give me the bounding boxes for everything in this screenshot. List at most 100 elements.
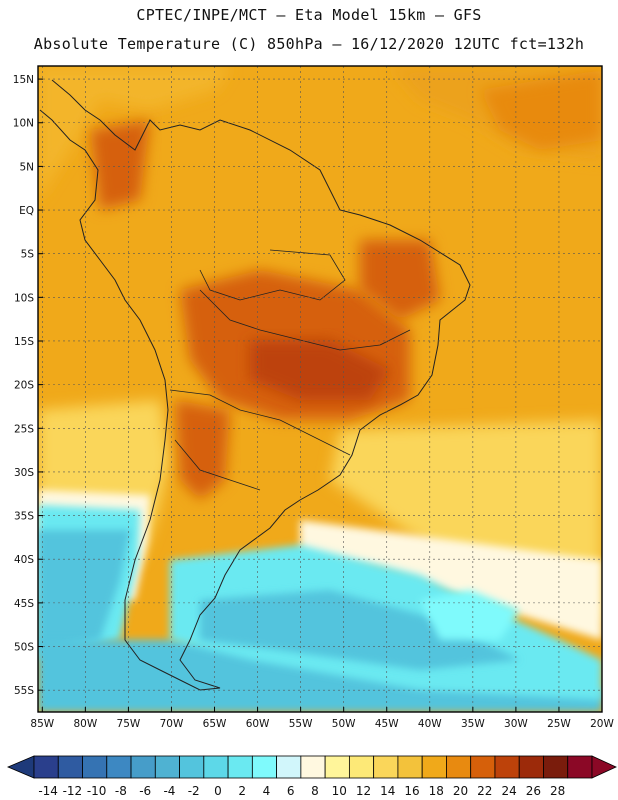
field-atlantic-warm-patch [480,70,602,150]
colorbar-label: 0 [214,784,222,798]
colorbar-swatch [518,755,544,779]
field-core-hot [250,340,390,400]
colorbar-label: 10 [332,784,347,798]
colorbar-label: 2 [238,784,246,798]
colorbar-label: -8 [115,784,127,798]
colorbar: -14 -12 -10 -8 -6 -4 -2 0 2 4 6 8 10 12 14 16 18 20 22 24 26… [6,755,617,798]
border-central [199,289,411,351]
map-frame [37,65,603,713]
field-south-blue [38,640,602,712]
field-cyclone-swirl [420,590,520,640]
longitude-axis: 85W 80W 75W 70W 65W 60W 55W 50W 45W 40W 35W 30W 25W 2… [30,707,614,730]
lat-tick-label: 25S [14,423,34,435]
lat-tick-label: 15N [13,74,34,86]
lat-tick-label: 45S [14,598,34,610]
lat-tick-label: EQ [19,205,34,217]
lon-tick-label: 45W [375,718,399,730]
field-pacific-blue [38,530,130,650]
colorbar-swatch [33,755,59,779]
colorbar-swatch [421,755,447,779]
lon-tick-label: 40W [418,718,442,730]
lat-tick-label: 5N [19,161,34,173]
colorbar-label: -14 [38,784,58,798]
lon-tick-label: 35W [461,718,485,730]
colorbar-label: 4 [263,784,271,798]
colorbar-swatch [106,755,132,779]
colorbar-label: -2 [188,784,200,798]
lon-tick-label: 60W [246,718,270,730]
colorbar-label: 6 [287,784,295,798]
colorbar-swatch [494,755,520,779]
lon-tick-label: 25W [547,718,571,730]
temperature-field [38,66,602,712]
lat-tick-label: 10N [13,118,34,130]
colorbar-label: 20 [453,784,468,798]
colorbar-label: 28 [550,784,565,798]
lat-tick-label: 30S [14,467,34,479]
lat-tick-label: 10S [14,292,34,304]
field-atlantic-cream [300,520,602,640]
lat-tick-label: 55S [14,685,34,697]
colorbar-swatch [324,755,350,779]
lat-tick-label: 50S [14,642,34,654]
colorbar-swatch [57,755,83,779]
lat-tick-label: 15S [14,336,34,348]
border-amazon [199,249,346,301]
colorbar-label: -12 [63,784,83,798]
field-atlantic-blue [200,590,520,670]
chart-title-line-2: Absolute Temperature (C) 850hPa – 16/12/… [33,35,585,53]
colorbar-swatch [130,755,156,779]
lon-tick-label: 80W [73,718,97,730]
colorbar-swatch [82,755,108,779]
coastlines [39,79,471,691]
colorbar-swatch [179,755,205,779]
colorbar-low-arrow [6,755,35,779]
lon-tick-label: 65W [203,718,227,730]
graticule [38,66,602,712]
colorbar-label: 12 [356,784,371,798]
colorbar-label: 22 [477,784,492,798]
border-south [169,389,351,456]
lon-tick-label: 30W [504,718,528,730]
lat-tick-label: 20S [14,380,34,392]
colorbar-label: 18 [429,784,444,798]
colorbar-high-arrow [591,755,617,779]
colorbar-label: 24 [501,784,516,798]
field-northeast-hot [360,240,440,320]
colorbar-label: 14 [380,784,395,798]
colorbar-swatch [251,755,278,779]
colorbar-swatch [470,755,496,779]
colorbar-swatch [373,755,399,779]
colorbar-swatch [300,755,326,779]
lon-tick-label: 20W [590,718,614,730]
colorbar-swatch [567,755,593,779]
colorbar-swatch [154,755,180,779]
colorbar-swatch [203,755,229,779]
border-argentina [174,439,261,491]
colorbar-swatch [348,755,375,779]
lon-tick-label: 55W [289,718,313,730]
field-andes-north-hot [90,120,150,210]
continent-outline [39,79,471,691]
colorbar-swatch [276,755,302,779]
lat-tick-label: 5S [21,249,35,261]
colorbar-label: 16 [404,784,419,798]
lon-tick-label: 50W [332,718,356,730]
lat-tick-label: 35S [14,511,34,523]
latitude-axis: 15N 10N 5N EQ 5S 10S 15S 20S 25S 30S 35S 40S 45S 50S 5… [13,74,43,697]
colorbar-swatch [446,755,472,779]
colorbar-label: -4 [163,784,175,798]
lon-tick-label: 75W [117,718,141,730]
colorbar-label: -6 [139,784,151,798]
lat-tick-label: 40S [14,554,34,566]
colorbar-label: 26 [526,784,541,798]
colorbar-swatch [397,755,423,779]
colorbar-label: -10 [87,784,107,798]
colorbar-label: 8 [311,784,319,798]
colorbar-swatch [543,755,569,779]
chart-title-line-1: CPTEC/INPE/MCT – Eta Model 15km – GFS [136,6,482,24]
colorbar-swatch [227,755,253,779]
field-pacific-north [38,66,230,200]
lon-tick-label: 70W [160,718,184,730]
